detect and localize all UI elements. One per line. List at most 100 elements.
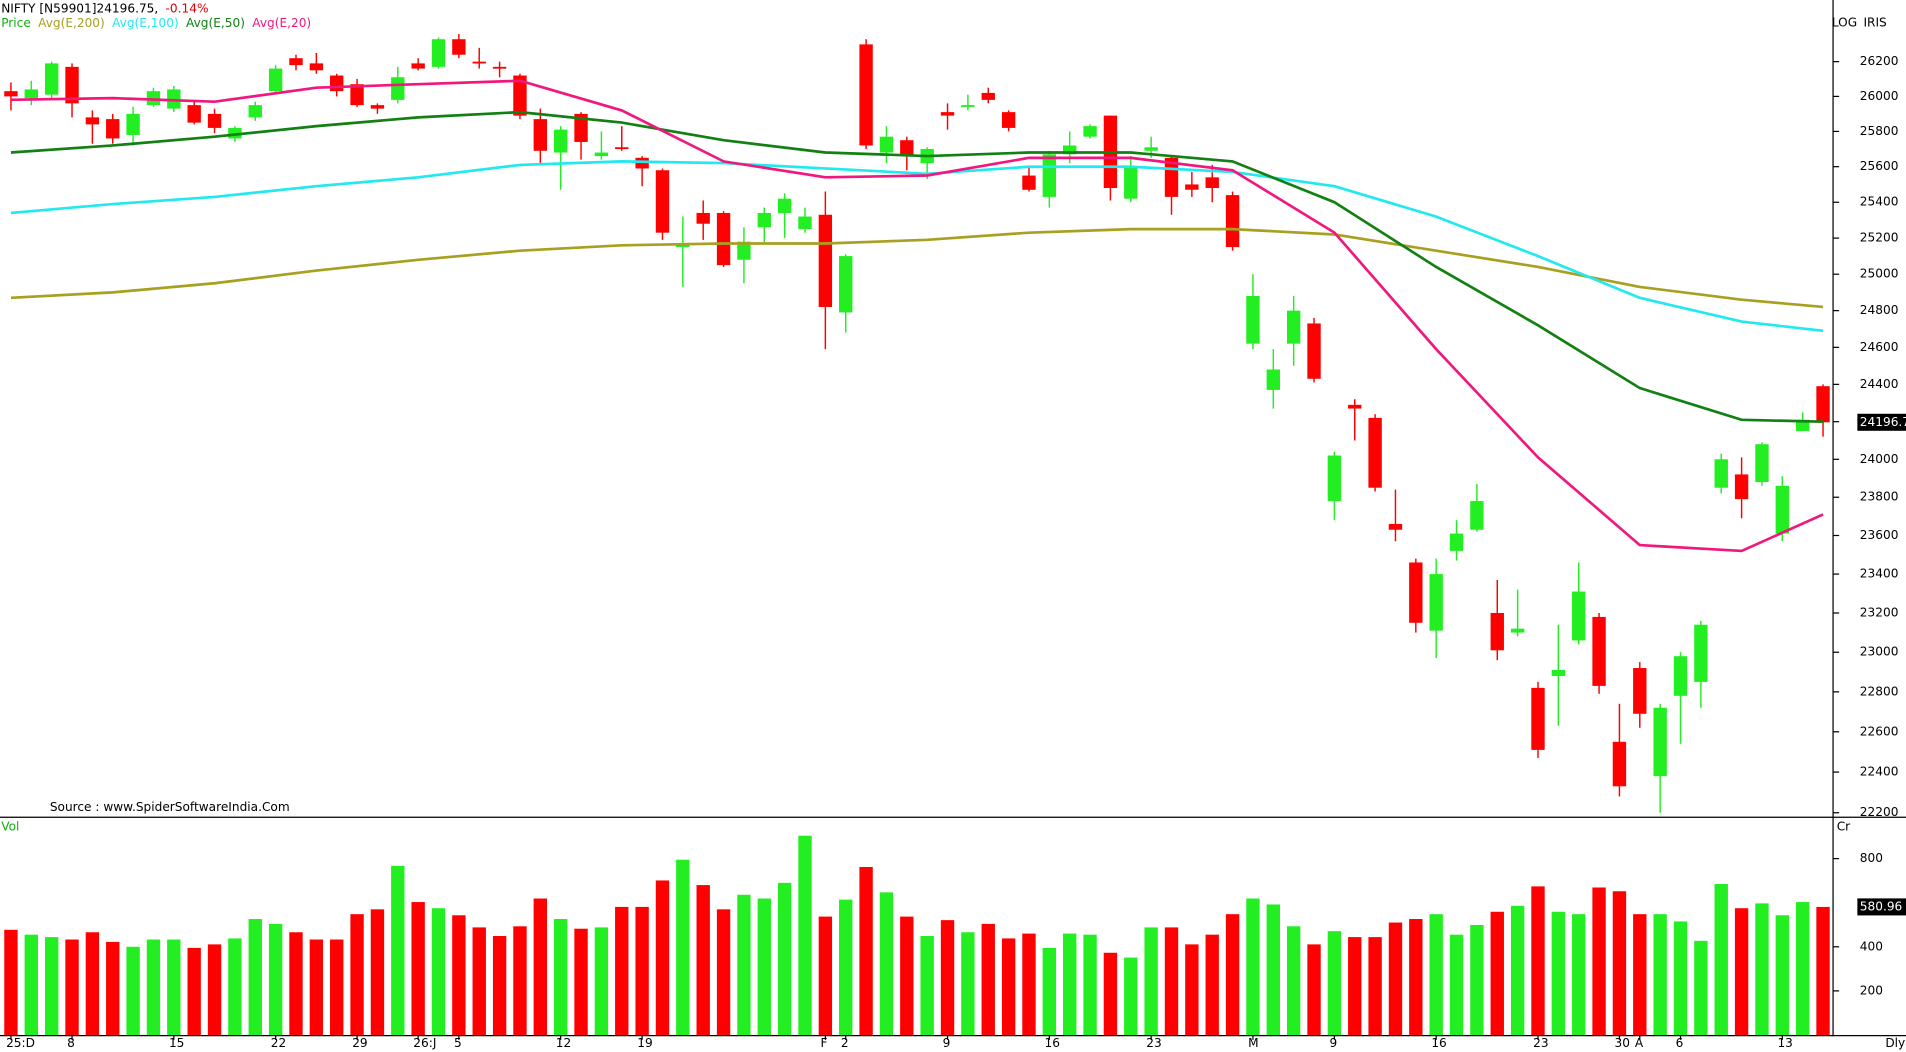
x-tick-label: 5 bbox=[454, 1036, 462, 1050]
candle-body bbox=[1653, 707, 1667, 777]
volume-bar bbox=[411, 902, 425, 1035]
y-tick-label: 25800 bbox=[1860, 124, 1899, 138]
y-tick-label: 200 bbox=[1860, 983, 1883, 997]
candle-body bbox=[24, 89, 38, 99]
volume-bar bbox=[44, 937, 59, 1035]
volume-bar bbox=[1490, 911, 1504, 1035]
scale-label: LOG bbox=[1832, 16, 1857, 30]
x-tick-label: 23 bbox=[1146, 1036, 1161, 1050]
legend-entry: Avg(E,20) bbox=[252, 16, 311, 30]
candle-body bbox=[431, 39, 446, 67]
x-tick-label: 23 bbox=[1533, 1036, 1548, 1050]
volume-bar bbox=[1531, 886, 1545, 1035]
x-tick-label: M bbox=[1248, 1036, 1258, 1050]
candle-body bbox=[1816, 386, 1830, 423]
candle-body bbox=[1042, 154, 1057, 197]
volume-bar bbox=[798, 835, 812, 1035]
volume-bar bbox=[737, 894, 751, 1035]
candle-body bbox=[1633, 668, 1647, 714]
y-tick-label: 22600 bbox=[1860, 724, 1899, 738]
y-tick-label: 400 bbox=[1860, 939, 1883, 953]
volume-bar bbox=[167, 939, 181, 1035]
volume-bar bbox=[492, 935, 507, 1035]
volume-bar bbox=[839, 899, 853, 1035]
moving-average-line bbox=[10, 160, 1824, 333]
y-tick-label: 23200 bbox=[1860, 605, 1899, 619]
candle-body bbox=[1734, 474, 1749, 500]
volume-bar bbox=[961, 932, 975, 1035]
last-price-label: 24196.7 bbox=[1860, 415, 1906, 429]
volume-bar bbox=[1653, 914, 1667, 1035]
volume-bar bbox=[981, 923, 995, 1035]
candle-body bbox=[1388, 523, 1403, 530]
y-tick-label: 24000 bbox=[1860, 452, 1899, 466]
volume-bar bbox=[187, 947, 201, 1035]
candle-body bbox=[839, 256, 853, 313]
y-tick-label: 23800 bbox=[1860, 490, 1899, 504]
volume-bar bbox=[1205, 934, 1219, 1035]
legend-entry: Avg(E,50) bbox=[186, 16, 245, 30]
candle-body bbox=[1449, 533, 1464, 551]
symbol: NIFTY [N59901]24196.75, bbox=[1, 1, 158, 15]
volume-bar bbox=[1612, 891, 1627, 1035]
candle-body bbox=[900, 140, 914, 157]
volume-bar bbox=[574, 928, 588, 1035]
volume-bar bbox=[268, 923, 283, 1035]
volume-bar bbox=[85, 932, 100, 1035]
volume-bar bbox=[1225, 914, 1240, 1035]
volume-bar bbox=[1266, 904, 1280, 1035]
candle-body bbox=[940, 112, 955, 116]
candle-body bbox=[615, 147, 629, 150]
candle-body bbox=[289, 58, 303, 66]
candle-body bbox=[1083, 126, 1097, 137]
candle-body bbox=[655, 170, 670, 233]
period-label: Dly bbox=[1885, 1036, 1905, 1050]
y-tick-label: 24800 bbox=[1860, 303, 1899, 317]
provider-label: IRIS bbox=[1863, 16, 1887, 30]
candle-body bbox=[106, 119, 120, 139]
x-tick-label: 13 bbox=[1777, 1036, 1792, 1050]
legend-entry: Avg(E,200) bbox=[38, 16, 105, 30]
candle-body bbox=[248, 105, 262, 118]
y-tick-label: 25600 bbox=[1860, 159, 1899, 173]
last-volume-box bbox=[1857, 898, 1906, 916]
x-tick-label: 12 bbox=[556, 1036, 571, 1050]
candle-body bbox=[1775, 485, 1790, 534]
y-tick-label: 24600 bbox=[1860, 340, 1899, 354]
volume-bar bbox=[1124, 957, 1138, 1035]
candle-body bbox=[553, 129, 568, 153]
volume-bar bbox=[1348, 937, 1362, 1035]
candle-body bbox=[370, 105, 385, 109]
candle-body bbox=[777, 198, 792, 213]
volume-bar bbox=[1816, 906, 1830, 1035]
volume-bar bbox=[4, 929, 18, 1035]
candle-body bbox=[309, 63, 324, 71]
candle-body bbox=[1795, 419, 1810, 432]
volume-bar bbox=[431, 908, 446, 1035]
volume-bar bbox=[635, 906, 649, 1035]
volume-bar bbox=[1368, 937, 1382, 1035]
volume-bar bbox=[1795, 902, 1810, 1035]
volume-bar bbox=[696, 885, 710, 1035]
volume-bar bbox=[1592, 887, 1606, 1035]
volume-bar bbox=[1042, 947, 1057, 1035]
candle-body bbox=[472, 61, 486, 64]
volume-bar bbox=[65, 939, 79, 1035]
moving-average-line bbox=[10, 79, 1824, 553]
volume-bar bbox=[391, 865, 405, 1035]
candle-body bbox=[1592, 616, 1606, 686]
volume-bar bbox=[1572, 914, 1586, 1035]
candle-body bbox=[1510, 628, 1525, 633]
candle-body bbox=[757, 212, 771, 228]
candle-body bbox=[635, 157, 649, 169]
x-tick-label: 9 bbox=[1330, 1036, 1338, 1050]
volume-bar bbox=[1164, 927, 1179, 1035]
volume-bar bbox=[940, 920, 955, 1035]
volume-bar bbox=[1063, 933, 1077, 1035]
volume-bar bbox=[1673, 921, 1688, 1035]
candle-body bbox=[1185, 184, 1199, 190]
volume-bar bbox=[1022, 933, 1036, 1035]
volume-bar bbox=[920, 935, 934, 1035]
candle-body bbox=[1327, 455, 1342, 502]
